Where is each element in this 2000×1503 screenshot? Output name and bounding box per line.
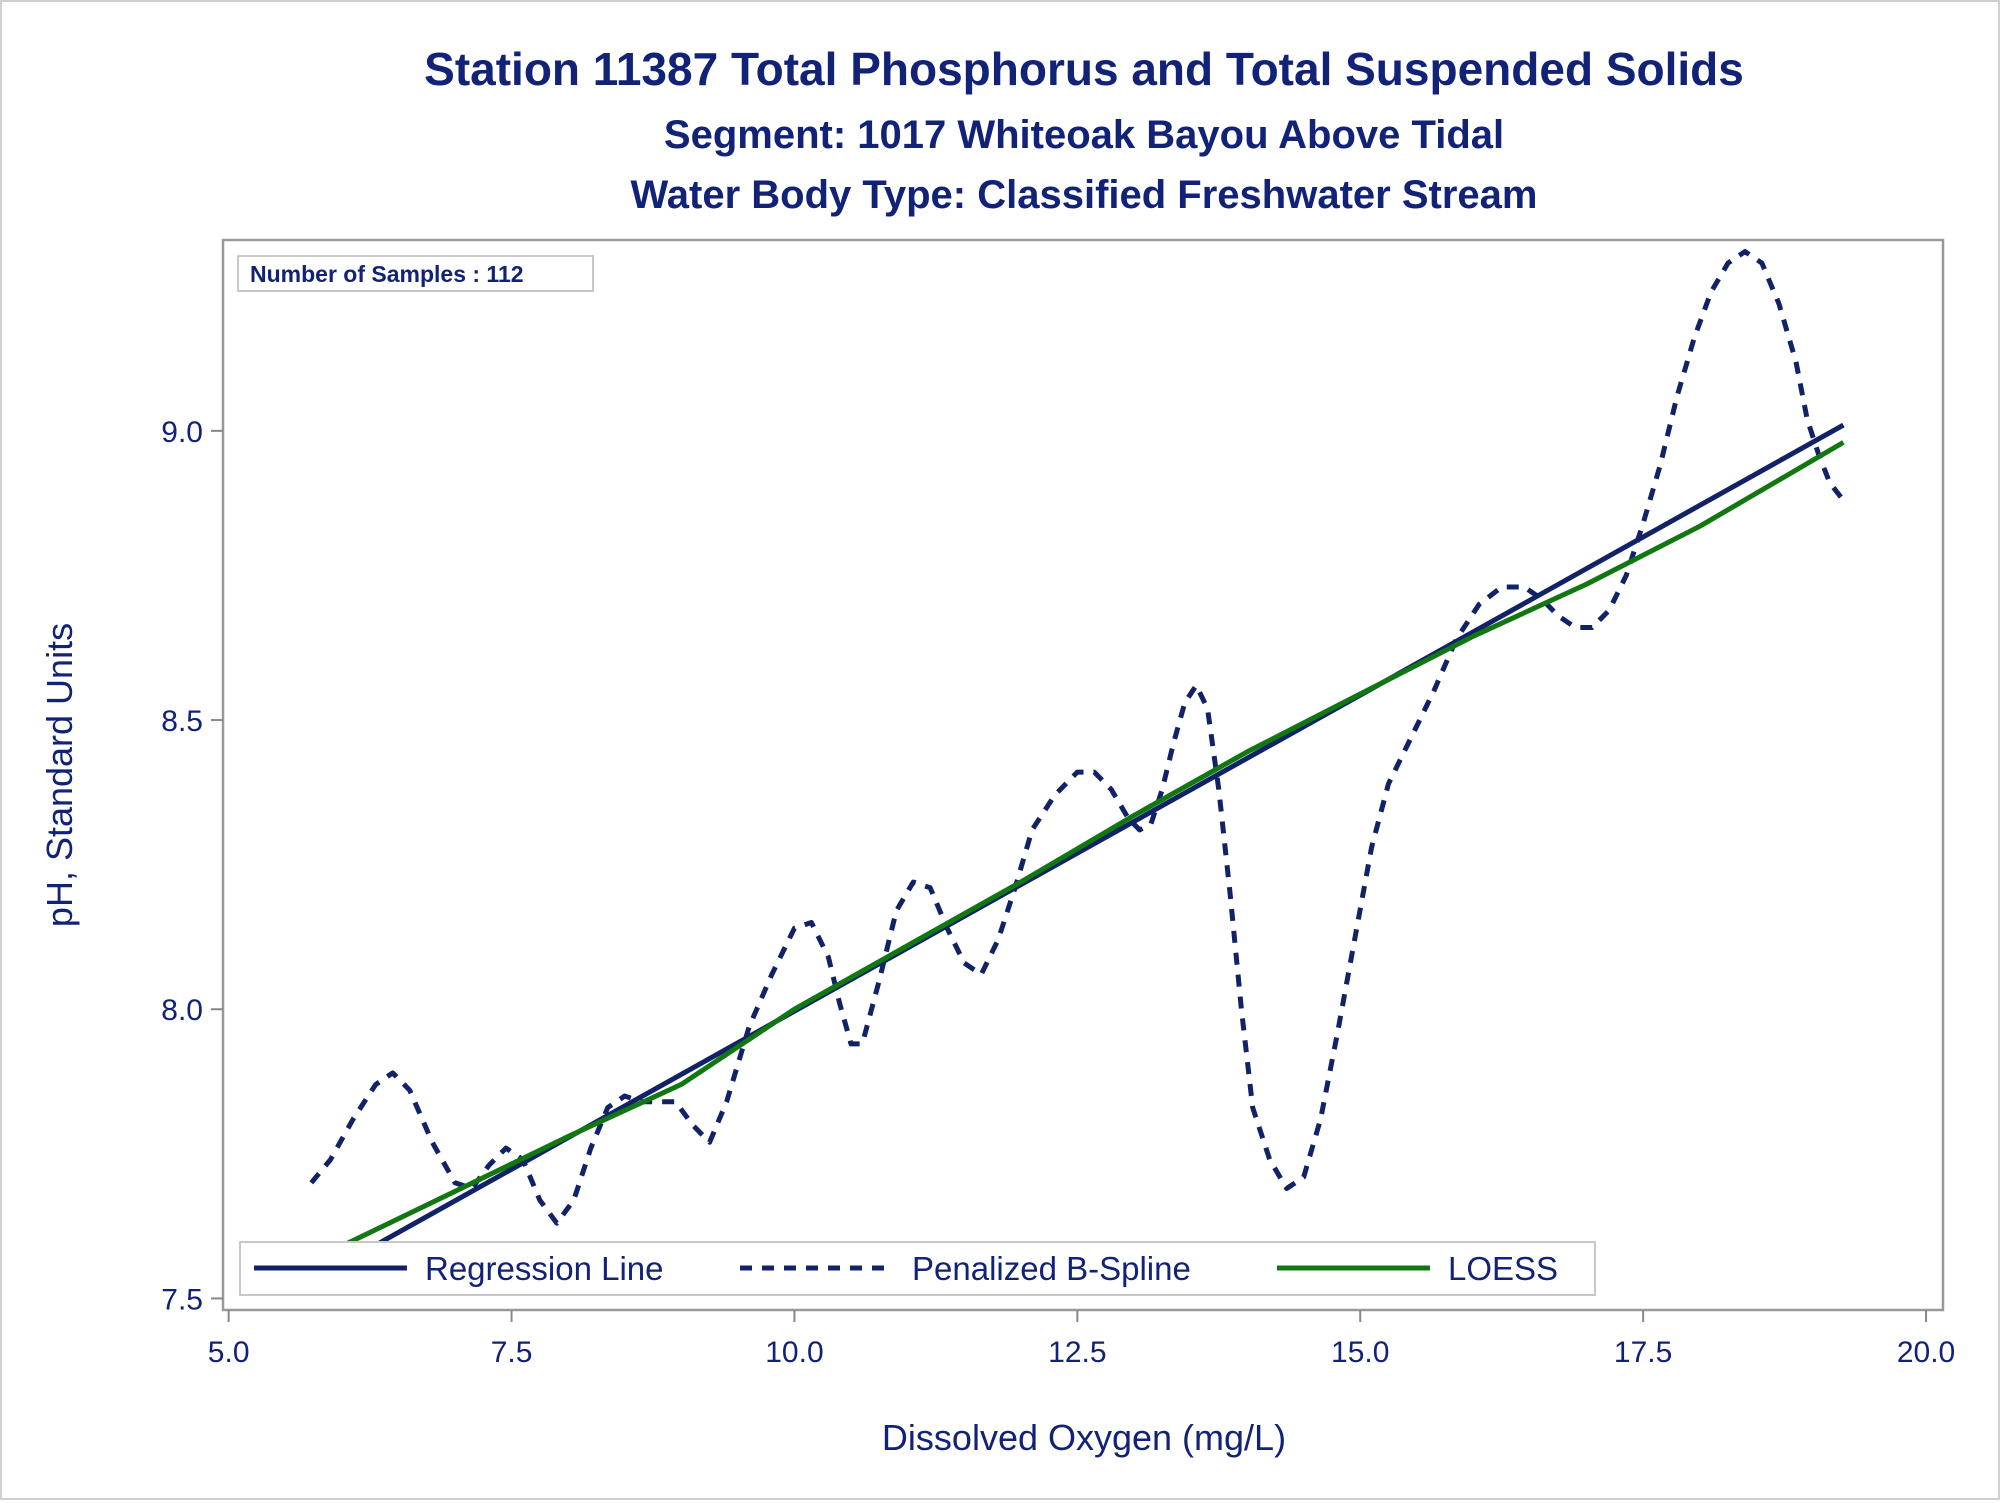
y-tick-label-2: 8.5 (161, 705, 203, 738)
x-tick-label-1: 7.5 (491, 1336, 533, 1369)
chart-title: Station 11387 Total Phosphorus and Total… (424, 43, 1744, 95)
y-tick-label-0: 7.5 (161, 1283, 203, 1316)
legend: Regression Line Penalized B-Spline LOESS (239, 1241, 1596, 1296)
chart-subtitle: Segment: 1017 Whiteoak Bayou Above Tidal (664, 113, 1504, 157)
series-penalized-b-spline (309, 249, 1846, 1226)
series-layer (309, 249, 1846, 1284)
sample-count-inset: Number of Samples : 112 (237, 255, 594, 292)
chart-subtitle-2: Water Body Type: Classified Freshwater S… (631, 173, 1538, 217)
x-tick-label-4: 15.0 (1331, 1336, 1389, 1369)
y-tick-label-3: 9.0 (161, 416, 203, 449)
series-loess (310, 440, 1845, 1264)
x-axis-label: Dissolved Oxygen (mg/L) (882, 1417, 1286, 1458)
y-tick-label-1: 8.0 (161, 994, 203, 1027)
y-axis: 7.5 8.0 8.5 9.0 (161, 416, 223, 1316)
x-tick-label-5: 17.5 (1614, 1336, 1672, 1369)
x-tick-label-3: 12.5 (1048, 1336, 1106, 1369)
plot-area (221, 238, 1945, 1312)
x-tick-label-0: 5.0 (208, 1336, 250, 1369)
x-tick-label-6: 20.0 (1897, 1336, 1955, 1369)
legend-label-regression-line: Regression Line (425, 1250, 663, 1287)
y-axis-label: pH, Standard Units (39, 623, 80, 927)
sample-count-text: Number of Samples : 112 (250, 261, 524, 287)
x-tick-label-2: 10.0 (765, 1336, 823, 1369)
legend-label-penalized-b-spline: Penalized B-Spline (912, 1250, 1191, 1287)
legend-label-loess: LOESS (1448, 1250, 1558, 1287)
x-axis: 5.0 7.5 10.0 12.5 15.0 17.5 20.0 (208, 1310, 1955, 1369)
series-regression-line (310, 422, 1845, 1284)
